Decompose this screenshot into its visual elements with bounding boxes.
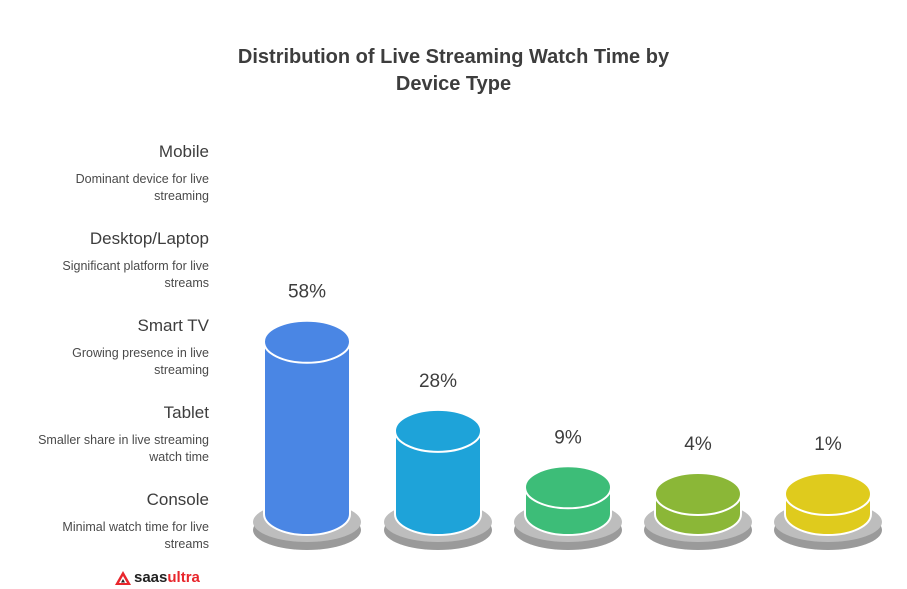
legend-name: Smart TV (137, 316, 209, 335)
bar-console: 1% (774, 434, 882, 550)
legend-item-desktop-laptop: Desktop/Laptop Significant platform for … (0, 229, 209, 292)
category-legend: Mobile Dominant device for live streamin… (0, 0, 209, 589)
chart-title: Distribution of Live Streaming Watch Tim… (0, 44, 907, 98)
bar-desktop-laptop: 28% (384, 371, 492, 550)
brand-logo-prefix: saas (134, 569, 168, 586)
bar-tablet: 4% (644, 434, 752, 550)
chart-title-line-2: Device Type (395, 73, 512, 95)
value-label: 9% (554, 427, 582, 448)
legend-name: Mobile (158, 142, 209, 161)
value-label: 4% (684, 434, 712, 455)
cylinder-body (263, 340, 351, 536)
legend-name: Desktop/Laptop (89, 229, 209, 248)
cylinder-top (784, 472, 872, 516)
legend-description: Growing presence in live streaming (72, 346, 209, 377)
bar-mobile: 58% (253, 282, 361, 550)
cylinder-top (524, 465, 612, 510)
cylinder-top (263, 319, 351, 364)
legend-description: Significant platform for live streams (62, 259, 209, 290)
legend-name: Console (146, 490, 209, 509)
legend-description: Smaller share in live streaming watch ti… (38, 433, 209, 464)
legend-item-tablet: Tablet Smaller share in live streaming w… (0, 403, 209, 466)
legend-description: Minimal watch time for live streams (62, 520, 209, 551)
cylinder-top (654, 472, 742, 516)
legend-item-mobile: Mobile Dominant device for live streamin… (0, 142, 209, 205)
brand-logo-suffix: ultra (167, 569, 200, 586)
legend-item-smart-tv: Smart TV Growing presence in live stream… (0, 316, 209, 379)
brand-logo-icon (115, 570, 131, 585)
legend-description: Dominant device for live streaming (75, 172, 209, 203)
legend-name: Tablet (163, 403, 209, 422)
value-label: 28% (419, 371, 457, 392)
legend-item-console: Console Minimal watch time for live stre… (0, 490, 209, 553)
cylinder-body (394, 429, 482, 536)
brand-logo: saas ultra (115, 569, 200, 586)
value-label: 58% (288, 282, 326, 303)
cylinder-top (394, 408, 482, 453)
value-label: 1% (814, 434, 842, 455)
bar-smart-tv: 9% (514, 427, 622, 550)
chart-title-line-1: Distribution of Live Streaming Watch Tim… (237, 46, 670, 68)
